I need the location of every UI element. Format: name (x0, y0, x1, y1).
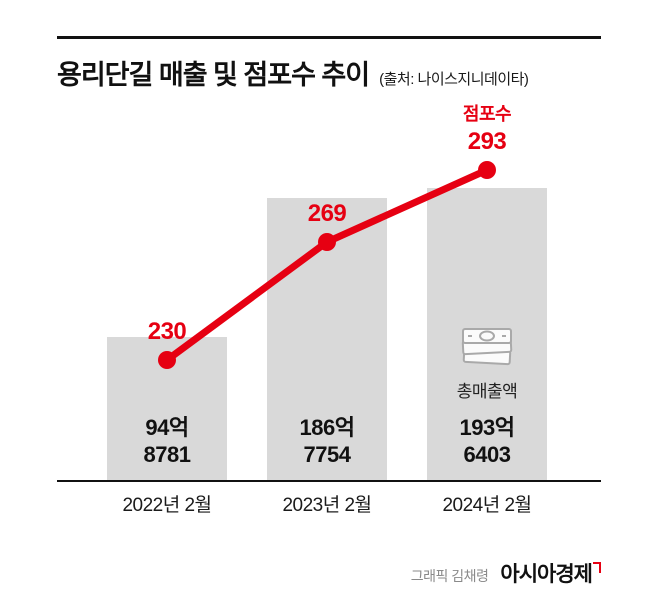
credit-label: 그래픽 김채령 (410, 568, 489, 584)
publisher-logo-text: 아시아경제 (500, 563, 593, 586)
chart-header: 용리단길 매출 및 점포수 추이 (출처: 나이스지니데이타) (57, 53, 617, 92)
footer: 그래픽 김채령 아시아경제 (411, 558, 601, 588)
bar-value-2024: 193억 6403 (427, 414, 547, 468)
x-axis-label-2023: 2023년 2월 (282, 495, 372, 516)
bar-2023: 186억 7754 (267, 198, 387, 480)
bar-value-line1: 94억 (145, 415, 189, 440)
bar-value-line1: 193억 (459, 415, 515, 440)
line-series-label: 점포수 (462, 104, 512, 124)
bar-value-line1: 186억 (299, 415, 355, 440)
top-divider (57, 36, 601, 39)
bar-value-2023: 186억 7754 (267, 414, 387, 468)
bar-value-2022: 94억 8781 (107, 414, 227, 468)
point-value-230: 230 (147, 318, 187, 345)
bar-2024: 총매출액 193억 6403 (427, 188, 547, 480)
data-point-dot (478, 161, 496, 179)
x-axis-label-2024: 2024년 2월 (442, 495, 532, 516)
publisher-logo: 아시아경제 (500, 558, 601, 588)
point-value-293: 293 (467, 128, 507, 155)
x-axis-line (57, 480, 601, 482)
banknotes-icon (458, 321, 516, 374)
bar-value-line2: 6403 (463, 442, 511, 467)
bar-value-line2: 8781 (143, 442, 191, 467)
logo-mark-icon (593, 562, 601, 573)
point-value-269: 269 (307, 200, 347, 227)
bar-2022: 94억 8781 (107, 337, 227, 480)
source-label: (출처: 나이스지니데이타) (379, 71, 529, 88)
bar-value-line2: 7754 (303, 442, 351, 467)
x-axis-label-2022: 2022년 2월 (122, 495, 212, 516)
bar-series-label: 총매출액 (456, 382, 518, 401)
chart-title: 용리단길 매출 및 점포수 추이 (57, 60, 370, 90)
